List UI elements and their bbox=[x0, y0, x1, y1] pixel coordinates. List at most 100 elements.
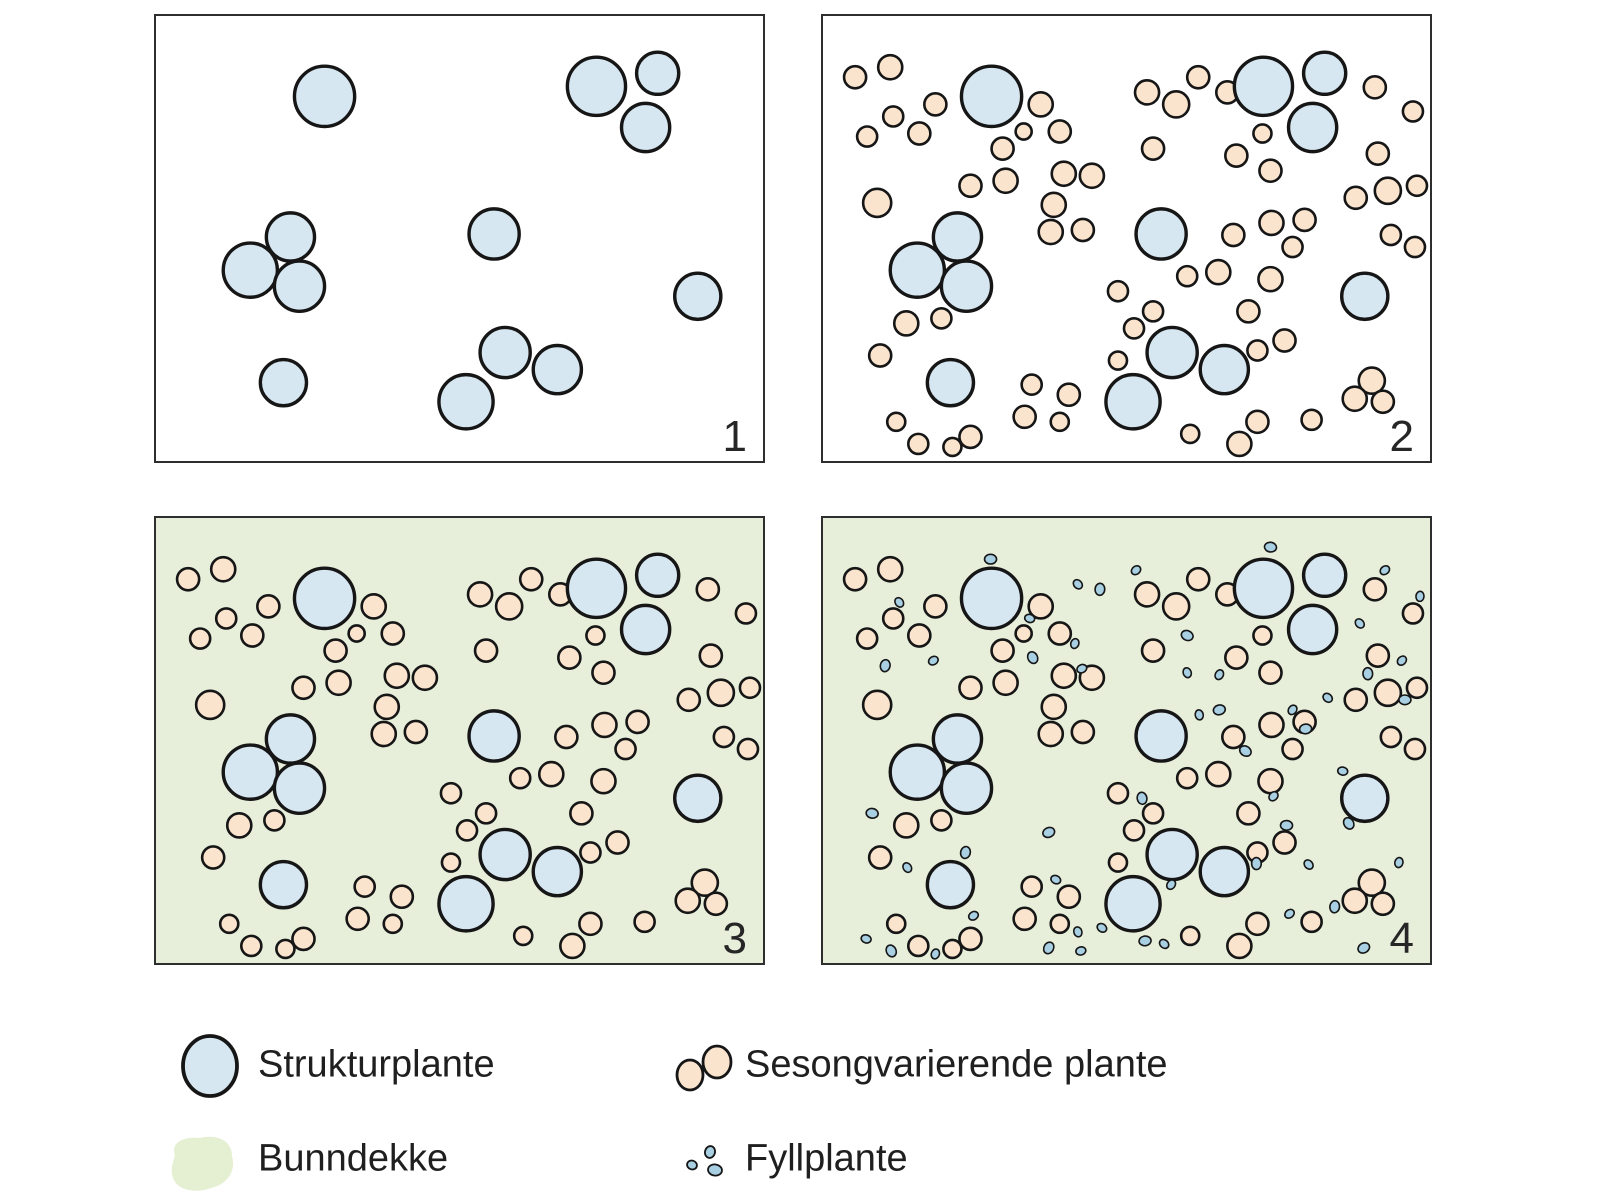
seasonal-plant bbox=[389, 884, 415, 910]
seasonal-plant bbox=[1401, 602, 1425, 625]
seasonal-plant bbox=[1252, 625, 1273, 646]
seasonal-plant bbox=[1281, 737, 1304, 761]
seasonal-plant bbox=[674, 887, 702, 915]
seasonal-plant bbox=[1070, 217, 1096, 243]
filler-plant bbox=[927, 655, 939, 666]
seasonal-plant bbox=[1161, 592, 1191, 621]
seasonal-plant bbox=[1027, 91, 1055, 118]
seasonal-plant bbox=[579, 841, 602, 864]
panel-4: 4 bbox=[821, 516, 1432, 965]
seasonal-plant bbox=[855, 627, 879, 650]
seasonal-plant bbox=[1047, 621, 1073, 646]
structure-plant bbox=[1232, 55, 1295, 118]
seasonal-plant bbox=[473, 638, 499, 663]
seasonal-plant bbox=[906, 121, 932, 146]
structure-plant bbox=[1134, 709, 1188, 763]
structure-plant bbox=[1104, 372, 1162, 431]
filler-plant bbox=[1165, 879, 1177, 891]
seasonal-plant bbox=[1122, 819, 1146, 842]
seasonal-plant bbox=[861, 689, 893, 721]
seasonal-plant bbox=[992, 167, 1019, 195]
structure-plant bbox=[925, 357, 976, 408]
seasonal-plant bbox=[591, 660, 616, 686]
seasonal-plant bbox=[930, 307, 953, 330]
structure-plant bbox=[437, 372, 495, 431]
seasonal-plant bbox=[881, 105, 905, 128]
seasonal-plant bbox=[380, 621, 406, 646]
seasonal-plant bbox=[1224, 143, 1249, 168]
structure-plant bbox=[1340, 271, 1390, 322]
seasonal-plant bbox=[842, 566, 868, 592]
structure-plant bbox=[1134, 207, 1188, 261]
filler-plant bbox=[1023, 613, 1036, 624]
filler-plant bbox=[1362, 666, 1374, 681]
filler-plant bbox=[1212, 704, 1227, 716]
seasonal-plant bbox=[1221, 222, 1246, 248]
structure-plant bbox=[1340, 773, 1390, 824]
seasonal-plant bbox=[1341, 887, 1369, 915]
seasonal-plant bbox=[1140, 136, 1166, 161]
panel-1: 1 bbox=[154, 14, 765, 463]
seasonal-plant bbox=[1357, 366, 1387, 396]
seasonal-plant bbox=[1027, 593, 1055, 620]
panel-3: 3 bbox=[154, 516, 765, 965]
structure-plant bbox=[673, 271, 723, 322]
structure-plant bbox=[925, 859, 976, 910]
panel-2-plants bbox=[842, 50, 1429, 458]
filler-plant bbox=[1158, 938, 1170, 950]
seasonal-plant bbox=[906, 934, 930, 958]
seasonal-plant bbox=[209, 555, 237, 583]
seasonal-plant bbox=[1343, 687, 1369, 713]
filler-plant bbox=[1138, 935, 1152, 947]
seasonal-plant bbox=[1362, 74, 1388, 100]
seasonal-plant bbox=[1281, 235, 1304, 259]
filler-plant bbox=[1096, 922, 1108, 933]
seasonal-plant bbox=[942, 938, 963, 960]
seasonal-plant bbox=[455, 819, 479, 842]
structure-plant bbox=[619, 603, 672, 656]
seasonal-plant-icon bbox=[675, 1044, 733, 1092]
seasonal-plant bbox=[590, 767, 617, 795]
seasonal-plant bbox=[992, 669, 1019, 697]
panel-3-plants bbox=[175, 552, 762, 960]
structure-plant bbox=[272, 761, 327, 816]
seasonal-plant bbox=[1179, 925, 1201, 947]
seasonal-plant bbox=[1040, 191, 1068, 219]
structure-plant bbox=[565, 557, 628, 620]
seasonal-plant bbox=[892, 812, 920, 839]
seasonal-plant bbox=[706, 678, 736, 708]
structure-plant bbox=[1301, 50, 1348, 97]
legend-structure-label: Strukturplante bbox=[258, 1043, 495, 1086]
seasonal-plant bbox=[1362, 576, 1388, 602]
seasonal-plant bbox=[1401, 100, 1425, 123]
seasonal-plant bbox=[345, 906, 371, 932]
seasonal-plant bbox=[1141, 299, 1165, 323]
seasonal-plant bbox=[842, 64, 868, 90]
seasonal-plant bbox=[1257, 767, 1284, 795]
seasonal-plant bbox=[736, 737, 760, 761]
structure-plant bbox=[1232, 557, 1295, 620]
seasonal-plant bbox=[1258, 711, 1285, 739]
seasonal-plant bbox=[1020, 373, 1044, 397]
seasonal-plant bbox=[1185, 566, 1211, 592]
seasonal-plant bbox=[1245, 911, 1270, 937]
filler-plant bbox=[1379, 565, 1391, 576]
seasonal-plant bbox=[1221, 724, 1246, 750]
seasonal-plant bbox=[218, 913, 240, 935]
filler-plant bbox=[1250, 856, 1263, 871]
filler-plant bbox=[860, 933, 872, 944]
seasonal-plant bbox=[512, 925, 534, 947]
seasonal-plant bbox=[1341, 385, 1369, 413]
filler-plant bbox=[1415, 590, 1425, 603]
filler-plant bbox=[1357, 941, 1371, 954]
filler-plant bbox=[983, 553, 998, 565]
filler-plant bbox=[1342, 816, 1355, 830]
seasonal-plant bbox=[1373, 176, 1403, 206]
filler-plant bbox=[1394, 856, 1404, 869]
seasonal-plant bbox=[892, 310, 920, 337]
structure-plant bbox=[478, 325, 532, 380]
structure-plant bbox=[531, 343, 584, 396]
structure-plant bbox=[939, 761, 994, 816]
seasonal-plant bbox=[323, 638, 348, 663]
seasonal-plant bbox=[633, 910, 656, 934]
